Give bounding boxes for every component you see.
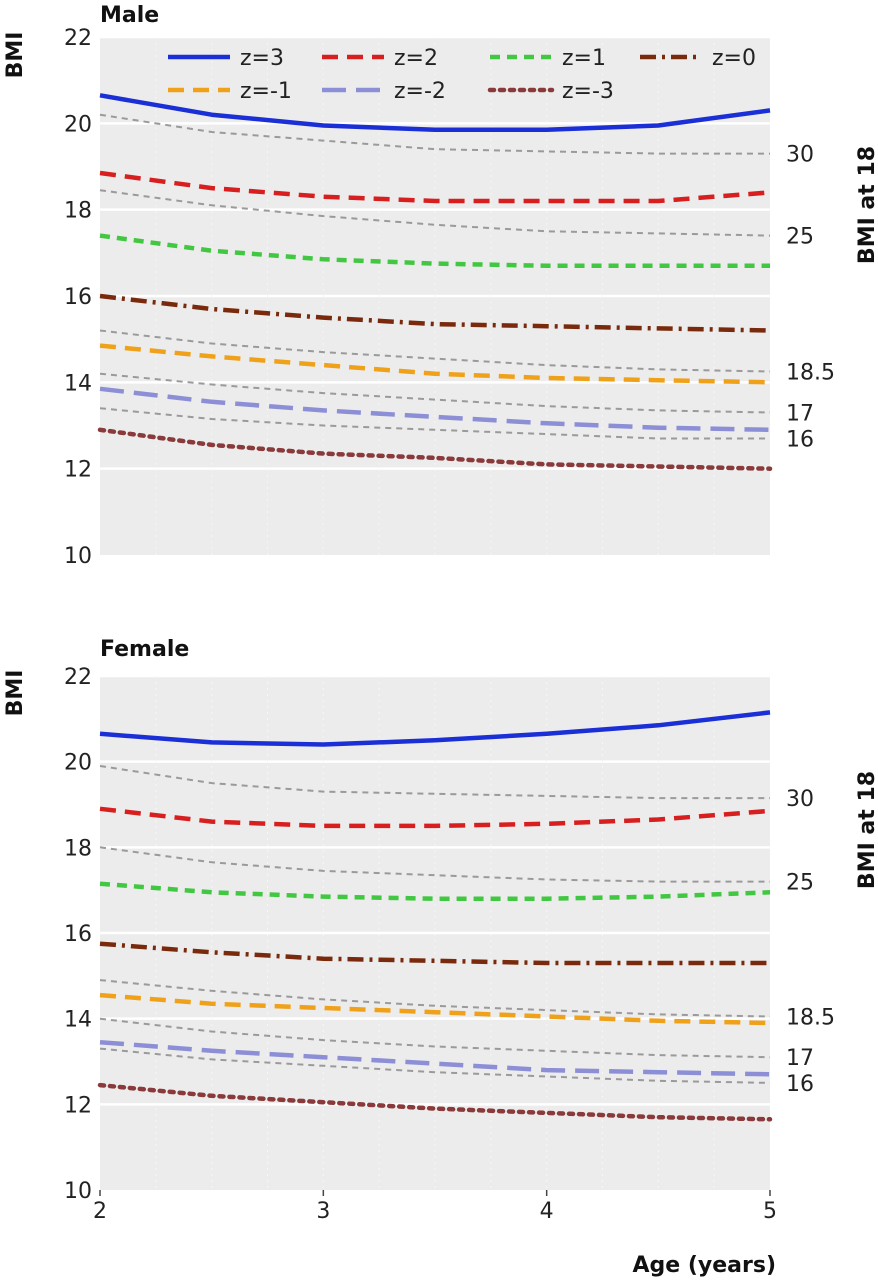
- reference-line-label: 18.5: [786, 361, 835, 386]
- x-tick-label: 3: [316, 1199, 330, 1224]
- y-tick-label: 12: [64, 1093, 92, 1118]
- chart-panel-male: Male BMI BMI at 18 10 12 14 16 18 20 22 30 25 18.5 17…: [3, 3, 878, 569]
- right-axis-label: BMI at 18: [855, 146, 878, 264]
- y-tick-label: 10: [64, 1179, 92, 1204]
- reference-line-label: 25: [786, 871, 814, 896]
- reference-line-label: 30: [786, 143, 814, 168]
- reference-line-label: 16: [786, 427, 814, 452]
- y-tick-label: 12: [64, 458, 92, 483]
- series-line-z=3: [99, 710, 771, 747]
- legend-label: z=-3: [562, 79, 614, 104]
- y-tick-label: 16: [64, 922, 92, 947]
- y-tick-label: 22: [64, 26, 92, 51]
- legend: z=3 z=2 z=1 z=0 z=-1 z=-2 z=-3: [168, 46, 756, 104]
- series-line-z=0: [99, 941, 770, 966]
- series-line-z=-3: [97, 1082, 773, 1122]
- legend-label: z=1: [562, 46, 606, 71]
- series-line-z=0: [99, 293, 771, 333]
- reference-line-bmi-16: [99, 407, 770, 440]
- reference-line-label: 30: [786, 787, 814, 812]
- y-tick-label: 18: [64, 836, 92, 861]
- y-tick-label: 20: [64, 112, 92, 137]
- y-tick-label: 10: [64, 544, 92, 569]
- reference-line-label: 17: [786, 1046, 814, 1071]
- reference-line-bmi-17: [99, 372, 771, 414]
- reference-line-bmi-18.5: [99, 979, 771, 1018]
- reference-line-label: 17: [786, 402, 814, 427]
- reference-line-bmi-30: [99, 765, 770, 800]
- y-axis-label: BMI: [3, 32, 28, 79]
- series-line-z=3: [99, 93, 771, 133]
- legend-label: z=-1: [240, 79, 292, 104]
- series-line-z=-1: [99, 992, 771, 1026]
- reference-line-bmi-25: [99, 189, 771, 237]
- y-tick-label: 14: [64, 371, 92, 396]
- series-line-z=2: [99, 806, 771, 829]
- series-line-z=-2: [99, 1039, 771, 1077]
- x-axis-label: Age (years): [632, 1253, 776, 1278]
- legend-label: z=0: [712, 46, 756, 71]
- panel-title: Male: [100, 3, 159, 28]
- series-line-z=-1: [99, 343, 771, 385]
- series-line-z=-3: [97, 427, 773, 471]
- y-tick-label: 18: [64, 199, 92, 224]
- reference-line-bmi-16: [99, 1047, 771, 1084]
- legend-label: z=-2: [394, 79, 446, 104]
- legend-label: z=2: [394, 46, 438, 71]
- right-axis-label: BMI at 18: [855, 771, 878, 889]
- x-tick-label: 2: [93, 1199, 107, 1224]
- series-line-z=2: [99, 170, 771, 204]
- x-tick-label: 5: [763, 1199, 777, 1224]
- panel-title: Female: [100, 637, 189, 662]
- reference-line-bmi-18.5: [99, 329, 771, 373]
- y-axis-label: BMI: [3, 670, 28, 717]
- y-tick-label: 16: [64, 285, 92, 310]
- legend-label: z=3: [240, 46, 284, 71]
- x-tick-label: 4: [540, 1199, 554, 1224]
- reference-line-label: 18.5: [786, 1006, 835, 1031]
- y-tick-label: 22: [64, 665, 92, 690]
- reference-line-label: 25: [786, 225, 814, 250]
- reference-line-label: 16: [786, 1072, 814, 1097]
- y-tick-label: 20: [64, 751, 92, 776]
- reference-line-bmi-25: [99, 846, 770, 883]
- y-tick-label: 14: [64, 1008, 92, 1033]
- series-line-z=-2: [99, 386, 771, 433]
- reference-line-bmi-30: [99, 113, 770, 155]
- reference-line-bmi-17: [99, 1017, 771, 1059]
